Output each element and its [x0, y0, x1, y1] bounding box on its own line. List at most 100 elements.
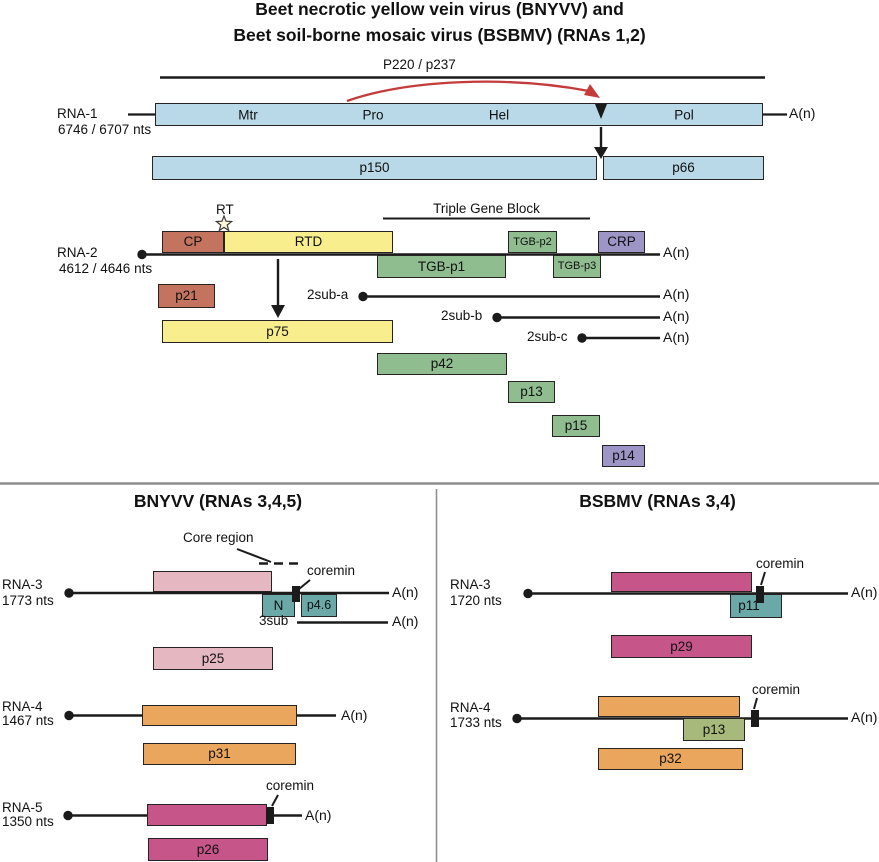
p26-label: p26 — [196, 841, 220, 857]
rna1-nts: 6746 / 6707 nts — [58, 122, 152, 137]
p21-label: p21 — [175, 288, 198, 304]
tgb-p1-label: TGB-p1 — [417, 258, 466, 274]
bsbmv-rna3-polya-label: A(n) — [851, 584, 878, 600]
bnyvv-rna5-coremin-label: coremin — [266, 778, 315, 793]
p14-label: p14 — [612, 448, 635, 464]
bnyvv-rna4-orf-box — [142, 705, 297, 726]
p21-box: p21 — [158, 284, 215, 308]
p15-label: p15 — [564, 418, 588, 434]
bnyvv-section-title: BNYVV (RNAs 3,4,5) — [133, 491, 303, 511]
bsbmv-rna3-orf-box — [611, 572, 752, 592]
p26-box: p26 — [148, 838, 268, 861]
tgb-p3-label: TGB-p3 — [557, 260, 597, 272]
bnyvv-rna5-polya-label: A(n) — [305, 807, 332, 823]
bnyvv-rna5-coremin-marker — [266, 807, 274, 824]
bnyvv-rna4-nts: 1467 nts — [2, 713, 54, 728]
p14-box: p14 — [602, 445, 645, 467]
bnyvv-rna5-label: RNA-5 — [2, 800, 43, 815]
bsbmv-rna3-coremin-marker — [756, 586, 764, 603]
bnyvv-rna3-coremin-marker — [292, 586, 300, 602]
p42-label: p42 — [430, 356, 454, 372]
tgb-p2-box: TGB-p2 — [508, 231, 557, 253]
p29-label: p29 — [670, 638, 693, 654]
figure-title-line2: Beet soil-borne mosaic virus (BSBMV) (RN… — [233, 25, 646, 45]
bsbmv-p13-box: p13 — [683, 718, 745, 741]
bsbmv-section-title: BSBMV (RNAs 3,4) — [579, 491, 736, 511]
bnyvv-rna3-polya-label: A(n) — [392, 584, 419, 600]
rna1-hel-domain: Hel — [488, 106, 510, 122]
sub-a-polya-label: A(n) — [663, 286, 690, 302]
rt-star-icon — [214, 214, 234, 232]
crp-box: CRP — [598, 231, 645, 253]
p220-readthrough-arrow — [346, 80, 590, 103]
bsbmv-rna4-label: RNA-4 — [450, 700, 491, 715]
rna1-polya-label: A(n) — [789, 105, 816, 121]
p220-arrow-head — [584, 84, 600, 98]
p42-box: p42 — [377, 353, 507, 375]
bnyvv-rna3-coremin-pointer — [298, 579, 311, 590]
bsbmv-rna4-orf-box — [598, 696, 740, 717]
rna2-nts: 4612 / 4646 nts — [59, 261, 153, 276]
cp-box: CP — [162, 231, 224, 253]
bsbmv-rna4-coremin-pointer — [753, 697, 758, 710]
rna1-pol-domain: Pol — [674, 106, 694, 122]
sub-c-polya-label: A(n) — [663, 329, 690, 345]
p29-box: p29 — [611, 635, 752, 658]
bsbmv-rna4-polya-label: A(n) — [851, 709, 878, 725]
rt-label: RT — [216, 202, 234, 217]
rtd-label: RTD — [294, 234, 323, 250]
tgb-p2-label: TGB-p2 — [513, 235, 552, 248]
p31-label: p31 — [208, 746, 231, 762]
bsbmv-rna3-nts: 1720 nts — [450, 593, 502, 608]
3sub-polya-label: A(n) — [392, 613, 419, 629]
cp-label: CP — [183, 234, 203, 250]
tgb-p3-box: TGB-p3 — [553, 255, 601, 278]
bnyvv-rna4-polya-label: A(n) — [341, 707, 368, 723]
bnyvv-rna5-nts: 1350 nts — [2, 814, 54, 829]
p25-box: p25 — [153, 647, 273, 670]
p31-box: p31 — [143, 743, 296, 765]
rna1-label: RNA-1 — [57, 106, 98, 121]
tgb-p1-box: TGB-p1 — [377, 255, 506, 278]
p4-6-box: p4.6 — [301, 594, 337, 617]
rna2-polya-label: A(n) — [663, 244, 690, 260]
sub-b-label: 2sub-b — [441, 308, 483, 323]
core-region-pointer — [236, 548, 272, 563]
bnyvv-rna3-orf-box — [153, 571, 272, 592]
p13-label: p13 — [520, 384, 543, 400]
bnyvv-rna5-coremin-pointer — [271, 794, 279, 807]
bsbmv-rna4-coremin-marker — [751, 710, 759, 727]
cleavage-site-triangle — [595, 104, 607, 119]
rna1-mtr-domain: Mtr — [238, 106, 258, 122]
bsbmv-rna3-coremin-pointer — [760, 571, 766, 586]
sub-c-label: 2sub-c — [527, 329, 568, 344]
bsbmv-rna4-nts: 1733 nts — [450, 715, 502, 730]
p75-box: p75 — [162, 320, 393, 343]
bsbmv-rna3-coremin-label: coremin — [756, 556, 805, 571]
3sub-label: 3sub — [259, 613, 289, 628]
sub-a-label: 2sub-a — [307, 287, 349, 302]
core-region-label: Core region — [183, 530, 254, 545]
rna1-orf-box: Mtr Pro Hel Pol — [155, 103, 763, 126]
p32-box: p32 — [598, 748, 743, 770]
bnyvv-rna3-nts: 1773 nts — [2, 593, 54, 608]
sub-b-polya-label: A(n) — [663, 308, 690, 324]
p150-box: p150 — [152, 156, 597, 180]
bnyvv-rna3-label: RNA-3 — [2, 577, 43, 592]
bsbmv-p13-label: p13 — [702, 721, 726, 737]
bnyvv-rna3-coremin-label: coremin — [307, 563, 356, 578]
p25-label: p25 — [201, 650, 225, 666]
n-label: N — [273, 597, 284, 613]
p66-label: p66 — [672, 160, 695, 176]
rna2-label: RNA-2 — [57, 245, 98, 260]
p32-label: p32 — [659, 751, 682, 767]
bnyvv-rna4-label: RNA-4 — [2, 699, 43, 714]
rtd-p75-arrow-head — [271, 305, 285, 318]
rtd-box: RTD — [224, 231, 393, 253]
crp-label: CRP — [607, 234, 636, 250]
p11-label: p11 — [738, 598, 760, 614]
tgb-title: Triple Gene Block — [433, 201, 540, 216]
p75-label: p75 — [266, 323, 289, 339]
